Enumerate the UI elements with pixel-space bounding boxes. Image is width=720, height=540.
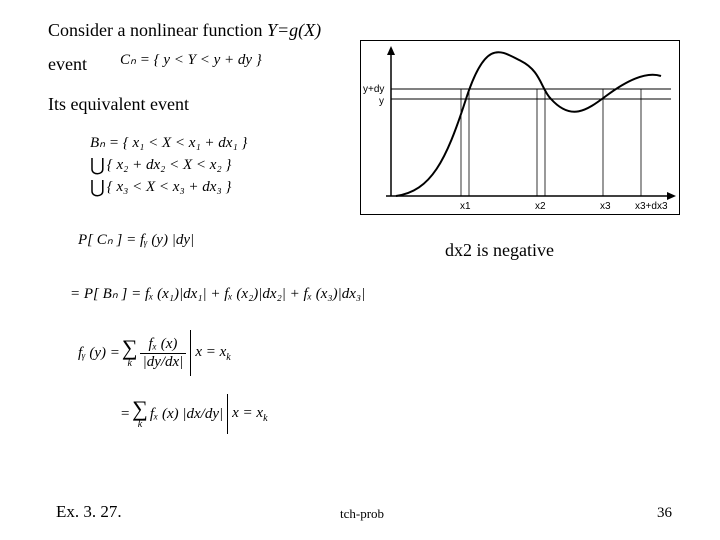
bv-row2: { x₂ + dx₂ < X < x₂ } (107, 154, 232, 177)
function-graph: y+dyy x1 x2 x3 x3+dx3 (360, 40, 680, 215)
example-ref: Ex. 3. 27. (56, 502, 122, 522)
fy-tail: x = xk (195, 344, 230, 363)
fy2-tail: x = xk (232, 405, 267, 424)
fy-fraction: fₓ (x) |dy/dx| (140, 336, 187, 371)
note-dx2: dx2 is negative (445, 240, 554, 261)
svg-text:x3: x3 (600, 201, 611, 212)
union-icon: ⋃ (90, 174, 105, 201)
heading-function: Y=g(X) (267, 20, 321, 40)
equation-pcy: P[ Cₙ ] = fᵧ (y) |dy| (78, 230, 194, 249)
equivalent-label: Its equivalent event (48, 94, 189, 115)
graph-svg: y+dyy x1 x2 x3 x3+dx3 (361, 41, 681, 216)
heading-line: Consider a nonlinear function Y=g(X) (48, 20, 321, 41)
bv-row1: Bₙ = { x₁ < X < x₁ + dx₁ } (90, 132, 247, 155)
heading-text: Consider a nonlinear function (48, 20, 267, 40)
svg-text:x2: x2 (535, 201, 546, 212)
bv-row3: { x₃ < X < x₃ + dx₃ } (107, 176, 232, 199)
svg-text:y+dy: y+dy (363, 84, 384, 95)
equation-cy: Cₙ = { y < Y < y + dy } (120, 50, 262, 69)
svg-text:x3+dx3: x3+dx3 (635, 201, 668, 212)
sum-icon: ∑ k (122, 337, 138, 369)
fy2-mid: fₓ (x) |dx/dy| (150, 406, 223, 423)
event-label: event (48, 54, 87, 75)
fy-lhs: fᵧ (y) = (78, 345, 120, 362)
svg-text:y: y (379, 96, 384, 107)
equation-bv: Bₙ = { x₁ < X < x₁ + dx₁ } ⋃{ x₂ + dx₂ <… (90, 132, 247, 198)
equation-fy: fᵧ (y) = ∑ k fₓ (x) |dy/dx| x = xk = ∑ k… (78, 330, 268, 434)
sum-icon: ∑ k (132, 398, 148, 430)
footer-label: tch-prob (340, 506, 384, 522)
fy2-pre: = (120, 406, 130, 423)
equation-pbv: = P[ Bₙ ] = fₓ (x₁)|dx₁| + fₓ (x₂)|dx₂| … (70, 284, 365, 303)
svg-text:x1: x1 (460, 201, 471, 212)
page-number: 36 (657, 505, 672, 522)
